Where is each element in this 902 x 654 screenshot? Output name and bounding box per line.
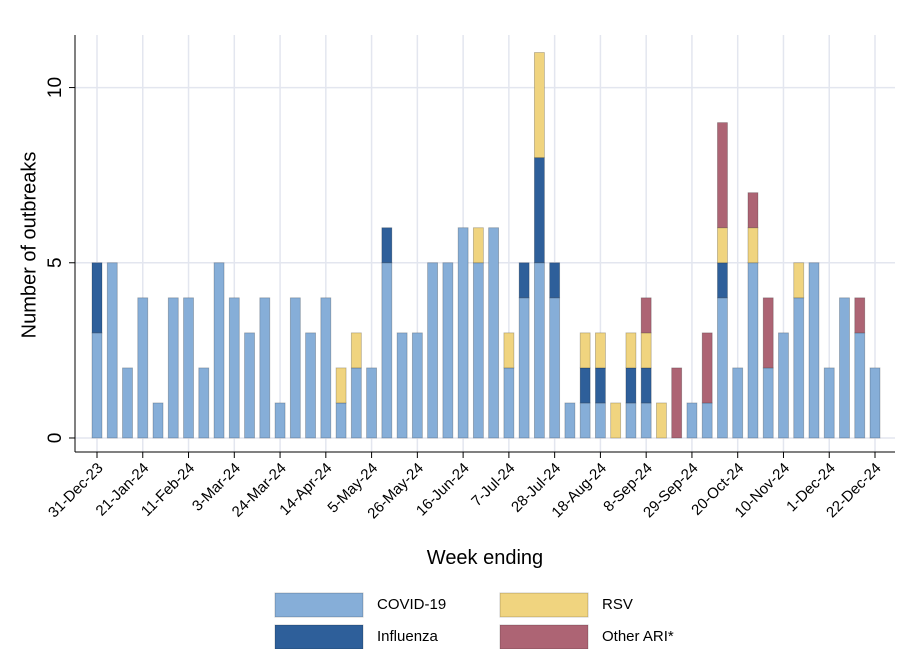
bar-segment xyxy=(442,262,454,439)
bar-segment xyxy=(289,297,301,439)
bar-segment xyxy=(350,367,362,439)
bar-segment xyxy=(213,262,225,439)
bar-segment xyxy=(717,227,728,264)
bar-segment xyxy=(198,367,210,439)
bar-segment xyxy=(717,122,728,229)
bar-segment xyxy=(122,367,133,439)
bar-segment xyxy=(793,297,805,439)
bar-segment xyxy=(595,402,606,439)
bar-segment xyxy=(518,262,530,299)
bar-segment xyxy=(732,367,744,439)
bar-segment xyxy=(259,297,271,439)
legend-label: COVID-19 xyxy=(377,596,446,613)
bar-segment xyxy=(335,402,347,439)
bar-segment xyxy=(762,367,774,439)
bar-segment xyxy=(671,367,683,439)
bar-segment xyxy=(717,262,728,299)
y-tick-label: 0 xyxy=(45,433,66,444)
bar-segment xyxy=(396,332,408,439)
bar-segment xyxy=(533,262,545,439)
bar-segment xyxy=(366,367,377,439)
bar-segment xyxy=(335,367,347,404)
x-axis-label: Week ending xyxy=(427,547,543,569)
bar-segment xyxy=(656,402,667,439)
bar-segment xyxy=(595,332,606,369)
legend-label: RSV xyxy=(602,596,633,613)
bar-segment xyxy=(503,332,515,369)
bar-segment xyxy=(244,332,255,439)
bar-segment xyxy=(747,227,759,264)
bar-segment xyxy=(625,367,637,404)
y-tick-label: 5 xyxy=(45,257,66,268)
bar-segment xyxy=(701,402,713,439)
bar-segment xyxy=(411,332,423,439)
bar-segment xyxy=(457,227,469,439)
legend-label: Other ARI* xyxy=(602,628,674,645)
bar-segment xyxy=(152,402,164,439)
bar-segment xyxy=(640,402,652,439)
bar-segment xyxy=(183,297,194,439)
bar-segment xyxy=(549,297,561,439)
bar-segment xyxy=(793,262,805,299)
legend-swatch xyxy=(499,592,589,618)
bar-segment xyxy=(533,157,545,264)
bar-segment xyxy=(518,297,530,439)
bar-segment xyxy=(778,332,789,439)
bar-segment xyxy=(595,367,606,404)
bar-segment xyxy=(747,192,759,229)
bar-segment xyxy=(350,332,362,369)
bar-segment xyxy=(839,297,850,439)
bar-segment xyxy=(640,332,652,369)
bar-segment xyxy=(579,402,591,439)
bar-segment xyxy=(427,262,439,439)
legend-label: Influenza xyxy=(377,628,439,645)
y-tick-label: 10 xyxy=(45,77,66,98)
bar-segment xyxy=(381,227,393,264)
bar-segment xyxy=(91,262,103,334)
bar-segment xyxy=(854,297,866,334)
bar-segment xyxy=(686,402,698,439)
legend-swatch xyxy=(274,624,364,650)
bar-segment xyxy=(808,262,820,439)
bar-segment xyxy=(488,227,500,439)
bar-segment xyxy=(701,332,713,404)
bar-segment xyxy=(305,332,316,439)
bar-segment xyxy=(854,332,866,439)
bar-segment xyxy=(106,262,118,439)
bar-segment xyxy=(381,262,393,439)
bar-segment xyxy=(167,297,179,439)
bar-segment xyxy=(137,297,149,439)
bar-segment xyxy=(640,367,652,404)
bar-segment xyxy=(610,402,622,439)
bar-segment xyxy=(579,332,591,369)
bar-segment xyxy=(564,402,576,439)
legend-swatch xyxy=(499,624,589,650)
bar-segment xyxy=(823,367,835,439)
bar-segment xyxy=(549,262,561,299)
bar-segment xyxy=(320,297,332,439)
bar-segment xyxy=(503,367,515,439)
legend-swatch xyxy=(274,592,364,618)
bar-segment xyxy=(579,367,591,404)
bar-segment xyxy=(472,262,484,439)
bar-segment xyxy=(228,297,240,439)
bar-segment xyxy=(747,262,759,439)
bar-segment xyxy=(625,332,637,369)
bar-segment xyxy=(717,297,728,439)
bar-segment xyxy=(472,227,484,264)
bar-segment xyxy=(869,367,881,439)
bar-segment xyxy=(533,52,545,159)
bar-segment xyxy=(762,297,774,369)
bar-segment xyxy=(274,402,286,439)
bar-segment xyxy=(625,402,637,439)
bar-segment xyxy=(640,297,652,334)
y-axis-label: Number of outbreaks xyxy=(18,152,40,339)
bar-segment xyxy=(91,332,103,439)
